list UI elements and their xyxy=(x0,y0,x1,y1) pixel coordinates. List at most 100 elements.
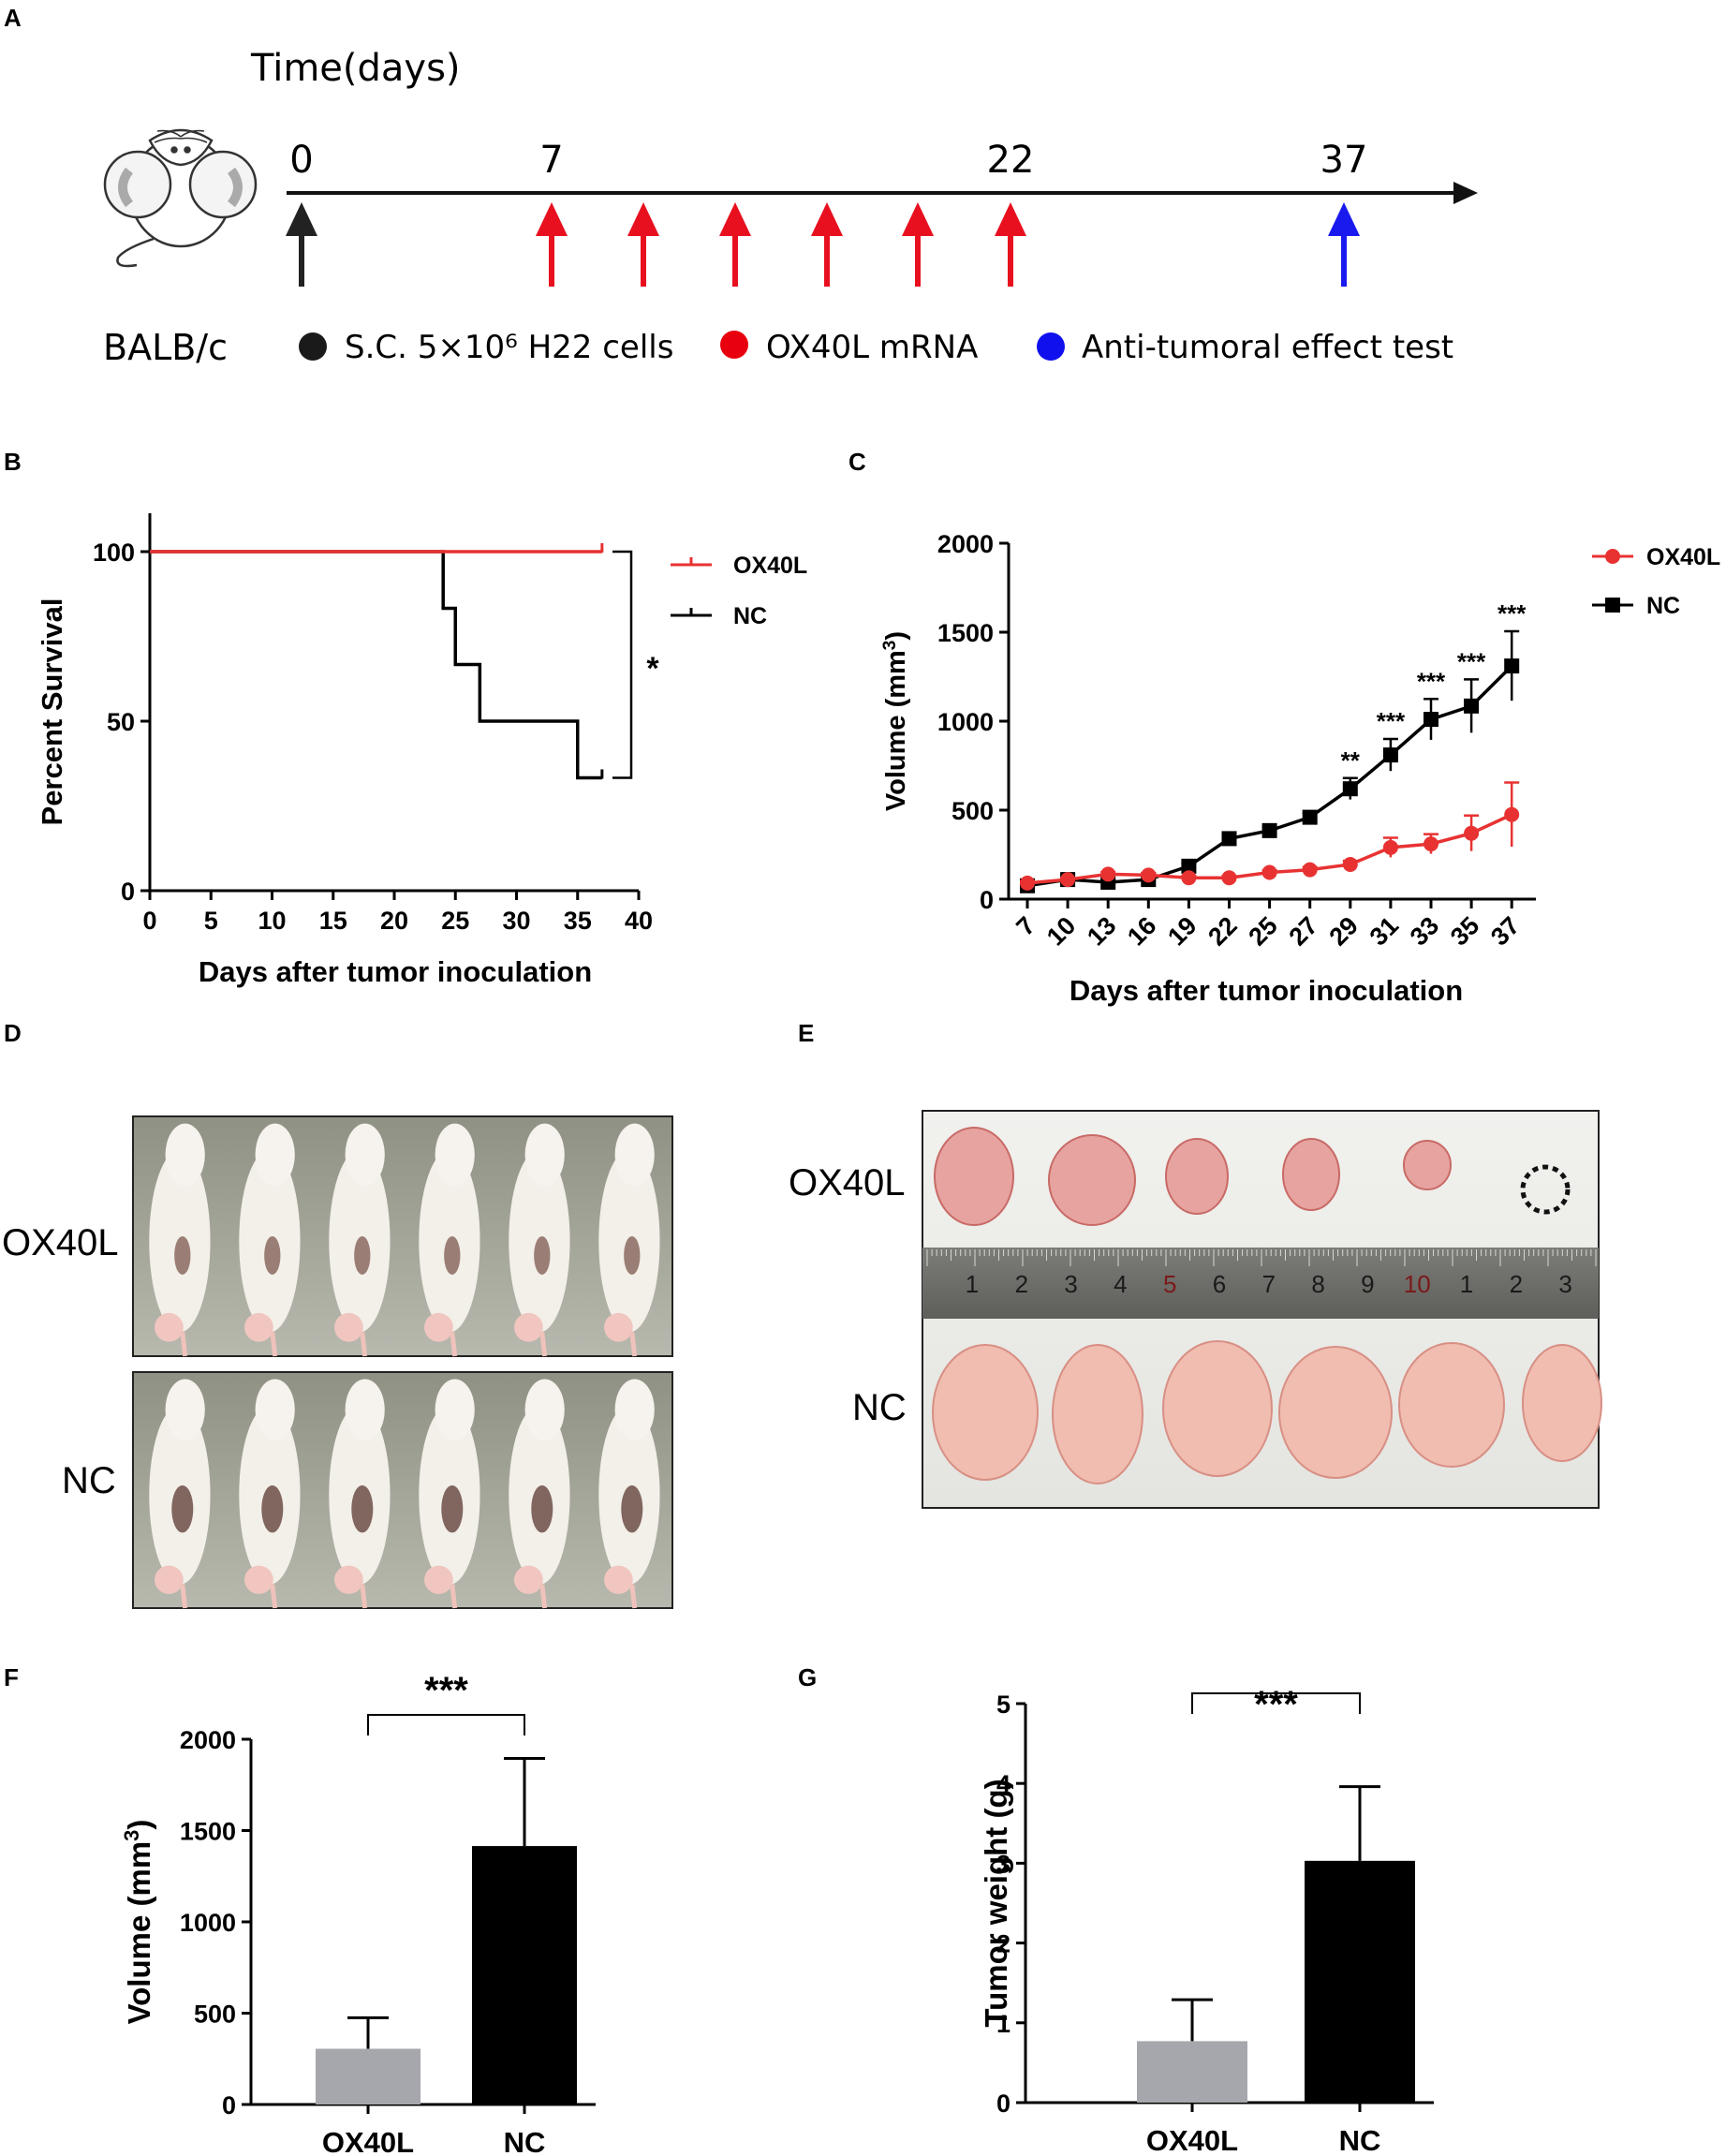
ruler-number: 9 xyxy=(1361,1270,1374,1298)
category-label-nc: NC xyxy=(1339,2124,1381,2156)
tumor-ox40l-5 xyxy=(1403,1140,1452,1190)
y-axis-title: Tumor weight (g) xyxy=(979,1779,1013,2027)
missing-tumor-marker xyxy=(1520,1164,1571,1215)
day-label-22: 22 xyxy=(987,139,1035,182)
mrna-arrow-4 xyxy=(811,202,843,287)
y-tick-label: 2000 xyxy=(180,1726,236,1754)
y-tick-label: 1500 xyxy=(937,619,994,647)
mouse-1 xyxy=(149,1123,211,1357)
mouse-head xyxy=(255,1379,295,1441)
day-label-37: 37 xyxy=(1320,139,1368,182)
data-point-ox40l xyxy=(1141,867,1157,883)
mouse-2 xyxy=(239,1123,301,1357)
data-point-ox40l xyxy=(1221,870,1237,886)
tumor-nc-1 xyxy=(932,1344,1039,1481)
tumor-ox40l-3 xyxy=(1165,1138,1229,1215)
tumor-nc-5 xyxy=(1398,1342,1505,1468)
ruler-number: 1 xyxy=(966,1270,979,1298)
mrna-arrow-5 xyxy=(902,202,934,287)
inoculation-arrow-head xyxy=(286,202,317,236)
data-point-ox40l xyxy=(1020,875,1035,891)
timeline-arrows xyxy=(286,202,1360,287)
mouse-tail xyxy=(360,1332,368,1357)
mouse-3 xyxy=(329,1379,391,1609)
mouse-tail xyxy=(450,1584,458,1609)
mouse-4 xyxy=(419,1123,480,1357)
mouse-tail xyxy=(629,1584,638,1609)
volume-bar-chart: 0 500 1000 1500 2000 OX40L NC *** Volume (mm3) xyxy=(120,1670,596,2156)
data-point-nc xyxy=(1504,658,1520,674)
significance-annotation: *** xyxy=(1497,599,1527,628)
x-tick-label: 20 xyxy=(380,907,408,935)
tumor-ox40l-2 xyxy=(1048,1134,1136,1226)
mouse-2 xyxy=(239,1379,301,1609)
significance-annotation: *** xyxy=(1457,647,1486,675)
ruler-number: 2 xyxy=(1015,1270,1028,1298)
x-tick-label: 7 xyxy=(1011,911,1040,941)
inoculation-arrow xyxy=(286,202,317,287)
mouse-head xyxy=(614,1379,655,1441)
x-tick-label: 31 xyxy=(1365,911,1404,951)
test-arrow xyxy=(1328,202,1360,287)
mouse-head xyxy=(524,1123,565,1187)
y-tick-label: 2 xyxy=(996,1930,1011,1958)
bar-ox40l xyxy=(316,2048,420,2104)
x-tick-label: 33 xyxy=(1405,911,1444,951)
x-tick-label: 35 xyxy=(1445,911,1484,951)
legend-marker-nc xyxy=(1605,598,1620,613)
data-point-nc xyxy=(1342,781,1358,797)
mouse-3 xyxy=(329,1123,391,1357)
x-tick-label: 37 xyxy=(1485,911,1525,951)
mouse-tumor xyxy=(171,1484,194,1533)
strain-label: BALB/c xyxy=(103,327,228,368)
x-tick-label: 29 xyxy=(1324,911,1364,951)
x-tick-label: 16 xyxy=(1122,911,1161,951)
category-label-nc: NC xyxy=(504,2126,546,2156)
ruler xyxy=(922,1248,1599,1319)
mouse-foot xyxy=(514,1565,543,1594)
mouse-tail xyxy=(360,1584,368,1609)
bar-nc xyxy=(472,1846,577,2104)
mouse-foot xyxy=(244,1565,273,1594)
legend-dot-test xyxy=(1037,332,1065,361)
mouse-4 xyxy=(419,1379,480,1609)
mouse-5 xyxy=(509,1123,570,1357)
mrna-arrow-3 xyxy=(719,202,751,287)
mouse-tail xyxy=(180,1584,188,1609)
tumor-ox40l-1 xyxy=(934,1127,1014,1226)
y-tick-label: 0 xyxy=(222,2091,236,2119)
timeline-arrowhead xyxy=(1453,182,1478,204)
x-tick-label: 25 xyxy=(1243,911,1282,951)
mice-row-label-nc: NC xyxy=(62,1460,116,1501)
y-tick-label: 50 xyxy=(107,708,135,736)
mouse-tumor xyxy=(444,1236,461,1275)
panel-letter-d: D xyxy=(4,1019,22,1047)
survival-line-nc xyxy=(150,550,602,780)
data-point-ox40l xyxy=(1382,839,1398,855)
mouse-tumor xyxy=(264,1236,281,1275)
data-point-ox40l xyxy=(1060,872,1076,888)
mouse-5 xyxy=(509,1379,570,1609)
series-line-nc xyxy=(1026,664,1513,888)
data-point-nc xyxy=(1302,809,1318,825)
significance-annotation: *** xyxy=(1417,667,1446,695)
ruler-number: 3 xyxy=(1558,1270,1571,1298)
x-tick-label: 10 xyxy=(1041,911,1081,951)
y-tick-label: 500 xyxy=(194,2001,236,2029)
panel-letter-e: E xyxy=(798,1019,814,1047)
y-tick-label: 0 xyxy=(996,2090,1011,2118)
time-label: Time(days) xyxy=(250,47,461,90)
mrna-arrow-6-head xyxy=(995,202,1026,236)
mrna-arrow-1-head xyxy=(536,202,568,236)
y-tick-label: 1 xyxy=(996,2010,1011,2038)
mouse-tumor xyxy=(354,1236,371,1275)
panel-letter-g: G xyxy=(798,1663,817,1691)
data-point-nc xyxy=(1382,747,1398,763)
x-tick-label: 25 xyxy=(441,907,469,935)
mice-photo-nc xyxy=(132,1371,673,1609)
y-tick-label: 4 xyxy=(996,1770,1011,1798)
mouse-foot xyxy=(424,1312,453,1342)
legend-text-mrna: OX40L mRNA xyxy=(766,329,978,366)
ruler-number: 4 xyxy=(1114,1270,1127,1298)
ruler-number: 3 xyxy=(1064,1270,1077,1298)
